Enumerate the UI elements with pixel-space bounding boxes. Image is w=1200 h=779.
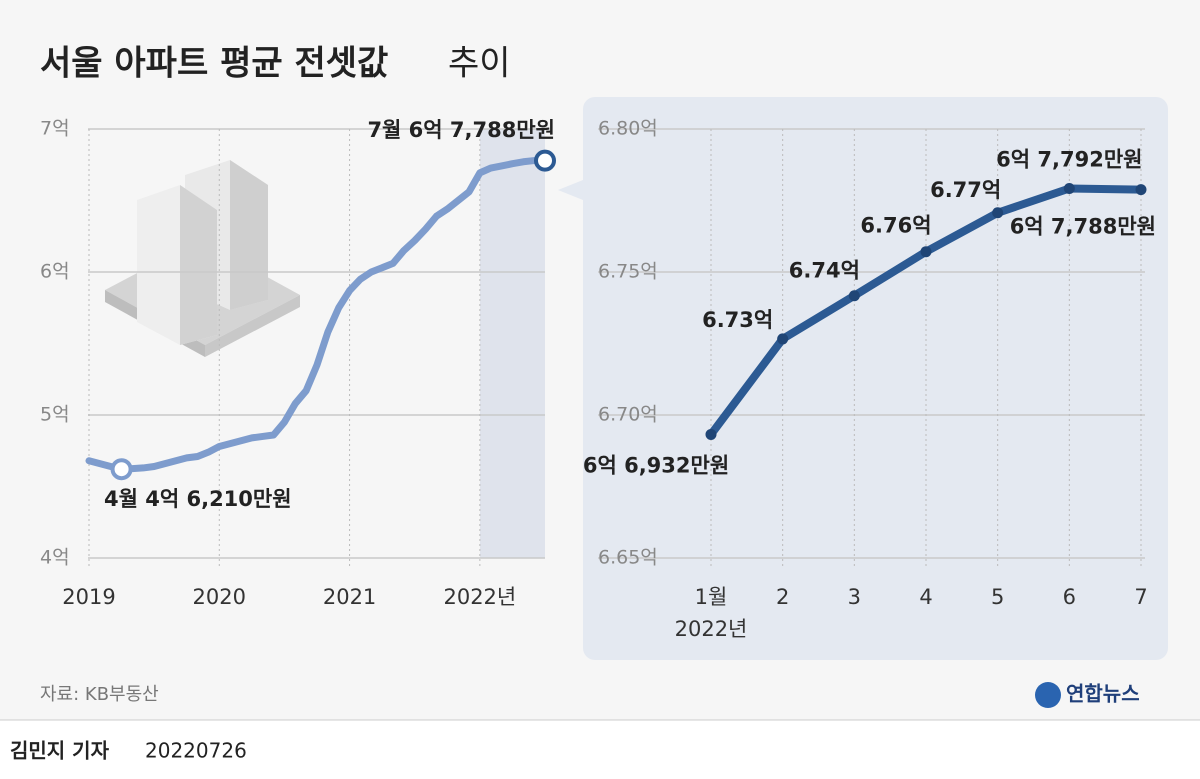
y-tick-label: 6억: [40, 261, 70, 283]
y-tick-label: 7억: [40, 118, 70, 140]
y-tick-label: 6.75억: [598, 261, 658, 283]
x-tick-label: 2019: [62, 585, 115, 609]
zoom-panel: [583, 97, 1168, 660]
x-tick-label: 3: [848, 585, 861, 609]
data-point: [992, 207, 1004, 219]
data-point: [1063, 182, 1075, 194]
data-point: [920, 246, 932, 258]
x-tick-label: 7: [1134, 585, 1147, 609]
panel-pointer: [558, 180, 583, 200]
x-tick-label: 2021: [323, 585, 376, 609]
y-tick-label: 6.80억: [598, 118, 658, 140]
data-point: [848, 290, 860, 302]
value-label: 6.77억: [930, 178, 1001, 202]
x-tick-label: 2: [776, 585, 789, 609]
y-tick-label: 6.65억: [598, 547, 658, 569]
data-point: [705, 428, 717, 440]
x-tick-label: 2022년: [443, 585, 516, 609]
x-tick-label: 6: [1063, 585, 1076, 609]
y-tick-label: 6.70억: [598, 404, 658, 426]
byline: 김민지 기자: [10, 739, 110, 763]
y-tick-label: 5억: [40, 404, 70, 426]
x-tick-label: 4: [919, 585, 932, 609]
annotation: 7월 6억 7,788만원: [367, 118, 555, 142]
data-line: [85, 157, 549, 473]
logo: 연합뉴스: [1066, 682, 1140, 706]
x-tick-label: 5: [991, 585, 1004, 609]
title: 서울 아파트 평균 전셋값: [40, 44, 388, 84]
annotation: 4월 4억 6,210만원: [104, 487, 292, 511]
value-label: 6억 6,932만원: [583, 453, 729, 477]
x-tick-label: 1월: [695, 585, 728, 609]
value-label: 6.73억: [702, 308, 773, 332]
source: 자료: KB부동산: [40, 684, 159, 705]
value-label: 6억 7,788만원: [1010, 215, 1156, 239]
highlight-2022: [480, 129, 545, 558]
highlight-point: [534, 149, 556, 172]
data-point: [1135, 184, 1147, 196]
value-label: 6.74억: [789, 259, 860, 283]
data-point: [777, 333, 789, 345]
date: 20220726: [145, 739, 247, 763]
y-tick-label: 4억: [40, 547, 70, 569]
x-tick-label: 2020: [193, 585, 246, 609]
value-label: 6.76억: [860, 214, 931, 238]
year-label: 2022년: [675, 617, 748, 641]
highlight-point: [110, 458, 133, 481]
title-rest: 추이: [448, 44, 511, 84]
value-label: 6억 7,792만원: [996, 147, 1142, 171]
logo-mark: [1035, 682, 1061, 708]
